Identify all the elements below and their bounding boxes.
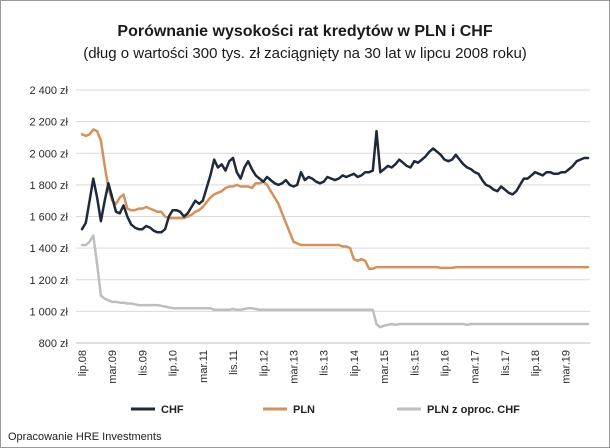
chart-title: Porównanie wysokości rat kredytów w PLN … [117,23,492,40]
y-tick-label-1200: 1 200 zł [29,275,68,287]
y-tick-label-2400: 2 400 zł [29,85,68,97]
x-tick-label-32: mar.11 [198,350,210,383]
series-line-pln [80,128,590,270]
y-tick-label-2200: 2 200 zł [29,117,68,129]
x-tick-label-56: mar.13 [289,350,301,384]
x-tick-label-0: lip.08 [77,350,89,376]
x-tick-label-128: mar.19 [560,350,572,384]
series-lines [80,128,590,329]
x-tick-label-112: lis.17 [500,350,512,376]
y-tick-label-1400: 1 400 zł [29,243,68,255]
chart-subtitle: (dług o wartości 300 tys. zł zaciągnięty… [83,45,527,62]
x-tick-label-80: mar.15 [379,350,391,384]
legend-item-pln-z-oproc-chf: PLN z oproc. CHF [397,404,520,416]
series-line-chf [80,129,590,234]
x-tick-label-104: mar.17 [470,350,482,384]
y-tick-label-2000: 2 000 zł [29,148,68,160]
x-tick-label-120: lip.18 [530,350,542,376]
series-line-pln-z-oproc-chf [80,234,590,329]
x-axis-tick-labels: lip.08 mar.09 lis.09 lip.10 mar.11 lis.11 lip.… [77,350,572,384]
legend-item-pln: PLN [263,404,315,416]
legend-label-pln: PLN [293,404,315,416]
y-tick-label-1000: 1 000 zł [29,306,68,318]
y-tick-label-1800: 1 800 zł [29,180,68,192]
x-tick-label-88: lis.15 [409,350,421,376]
legend: CHF PLN PLN z oproc. CHF [131,404,520,416]
x-tick-label-16: lis.09 [137,350,149,376]
gridlines [76,89,590,344]
x-tick-label-64: lis.13 [319,350,331,376]
x-tick-label-48: lip.12 [258,350,270,376]
source-note: Opracowanie HRE Investments [8,431,162,443]
x-tick-label-8: mar.09 [107,350,119,384]
x-tick-label-96: lip.16 [440,350,452,376]
y-tick-label-800: 800 zł [39,338,69,350]
x-tick-label-24: lip.10 [168,350,180,376]
legend-label-chf: CHF [161,404,184,416]
x-tick-label-72: lip.14 [349,350,361,376]
legend-item-chf: CHF [131,404,184,416]
y-tick-label-1600: 1 600 zł [29,212,68,224]
x-tick-label-40: lis.11 [228,350,240,375]
y-axis-tick-labels: 800 zł 1 000 zł 1 200 zł 1 400 zł 1 600 zł 1 … [29,85,68,350]
legend-label-pln-z-oproc-chf: PLN z oproc. CHF [427,404,520,416]
